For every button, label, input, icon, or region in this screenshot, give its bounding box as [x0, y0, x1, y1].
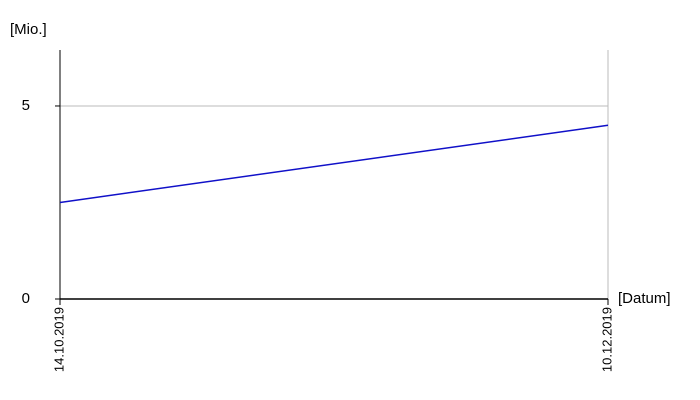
x-tick-label: 10.12.2019: [599, 307, 614, 372]
y-tick-label: 0: [22, 290, 30, 307]
data-line: [59, 124, 609, 204]
x-axis-label: [Datum]: [618, 290, 671, 307]
x-tick-label: 14.10.2019: [51, 307, 66, 372]
y-tick-label: 5: [22, 97, 30, 114]
y-axis-label: [Mio.]: [10, 21, 47, 38]
